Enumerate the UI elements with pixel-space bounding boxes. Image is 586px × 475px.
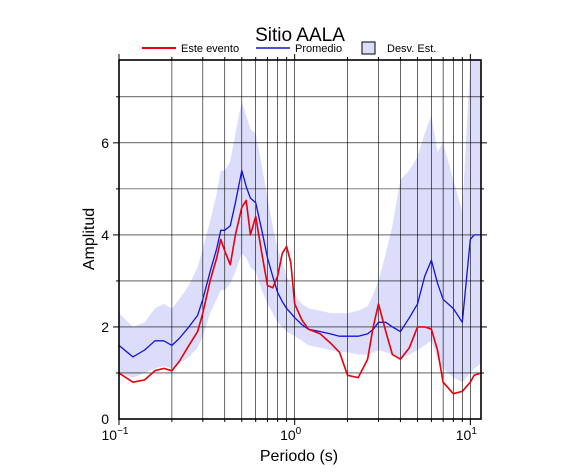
legend: Este evento Promedio Desv. Est.: [142, 41, 436, 55]
y-tick-label: 2: [101, 319, 109, 335]
plot-frame: [118, 59, 482, 420]
y-tick-label: 6: [101, 135, 109, 151]
series-line-promedio: [119, 169, 481, 358]
series-line-este-evento: [119, 199, 481, 395]
x-axis-label: Periodo (s): [260, 448, 338, 465]
y-tick-label: 4: [101, 227, 109, 243]
x-tick-label: 10−1: [102, 426, 129, 443]
legend-label-desv-est: Desv. Est.: [387, 43, 436, 55]
plot-area: 0 2 4 6 10−1 100 101: [101, 54, 487, 443]
legend-swatch-desv-est: [361, 41, 376, 55]
chart-title: Sitio AALA: [255, 25, 345, 46]
legend-label-promedio: Promedio: [295, 43, 342, 55]
legend-label-este-evento: Este evento: [181, 43, 239, 55]
y-axis-label: Amplitud: [81, 208, 98, 270]
x-tick-label: 100: [280, 426, 302, 443]
x-tick-label: 101: [456, 426, 478, 443]
y-tick-label: 0: [101, 411, 109, 427]
std-dev-band: [119, 60, 481, 383]
